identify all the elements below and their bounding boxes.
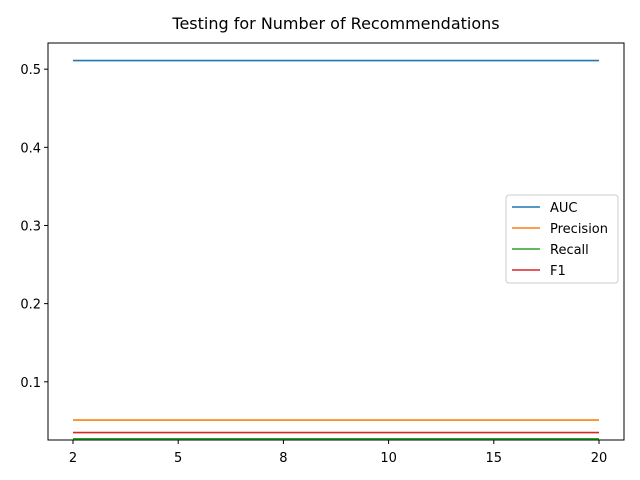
legend-label: Recall <box>550 243 589 258</box>
legend: AUC Precision Recall F1 <box>505 194 619 284</box>
legend-label: Precision <box>550 222 608 237</box>
y-tick-label: 0.1 <box>20 376 41 391</box>
y-tick-label: 0.4 <box>20 141 41 156</box>
series-layer <box>73 59 599 440</box>
y-axis: 0.1 0.2 0.3 0.4 0.5 <box>20 63 48 391</box>
x-tick-label: 8 <box>279 451 287 466</box>
plot-area-frame <box>47 42 625 441</box>
legend-box <box>505 194 619 284</box>
x-axis: 2 5 8 10 15 20 <box>69 440 607 466</box>
x-tick-label: 20 <box>591 451 608 466</box>
chart-title: Testing for Number of Recommendations <box>171 14 499 33</box>
y-tick-label: 0.5 <box>20 63 41 78</box>
x-tick-label: 5 <box>174 451 182 466</box>
legend-label: AUC <box>550 201 578 216</box>
legend-label: F1 <box>550 264 566 279</box>
x-tick-label: 2 <box>69 451 77 466</box>
y-tick-label: 0.2 <box>20 298 41 313</box>
x-tick-label: 15 <box>486 451 503 466</box>
y-tick-label: 0.3 <box>20 219 41 234</box>
x-tick-label: 10 <box>380 451 397 466</box>
